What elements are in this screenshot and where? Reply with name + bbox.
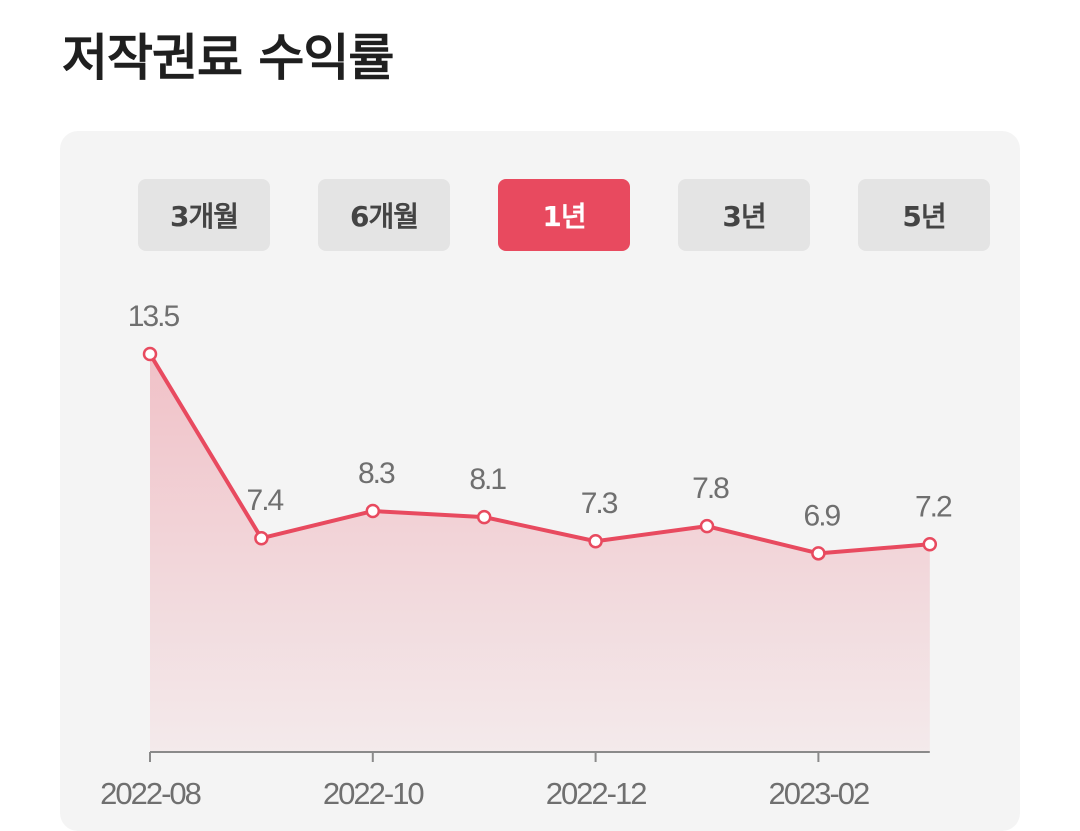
data-label: 13.5 [128, 300, 180, 333]
data-point [365, 503, 381, 519]
data-label: 7.4 [247, 484, 284, 517]
data-point [699, 518, 715, 534]
data-label: 6.9 [804, 499, 841, 532]
x-tick-label: 2022-10 [323, 776, 425, 811]
x-tick-label: 2022-08 [100, 776, 201, 811]
data-label: 7.2 [915, 490, 952, 523]
data-point [811, 546, 826, 561]
data-label: 7.3 [581, 487, 618, 520]
data-point [254, 530, 269, 546]
tab-5-years[interactable]: 5년 [858, 179, 990, 251]
data-label: 8.3 [358, 457, 395, 490]
page-title: 저작권료 수익률 [62, 29, 394, 87]
data-point [588, 533, 603, 549]
tab-1-year[interactable]: 1년 [498, 179, 630, 251]
tab-6-months[interactable]: 6개월 [318, 179, 450, 251]
area-fill [150, 354, 930, 752]
data-point [922, 537, 938, 552]
tab-3-months[interactable]: 3개월 [138, 179, 270, 251]
series-line [148, 352, 932, 556]
x-tick-label: 2023-02 [769, 776, 870, 811]
x-tick-label: 2022-12 [546, 776, 647, 811]
tab-3-years[interactable]: 3년 [678, 179, 810, 251]
data-label: 7.8 [692, 472, 729, 505]
data-point [142, 346, 158, 362]
data-point [476, 509, 492, 525]
data-label: 8.1 [469, 463, 506, 496]
period-tabs: 3개월 6개월 1년 3년 5년 [138, 179, 990, 251]
